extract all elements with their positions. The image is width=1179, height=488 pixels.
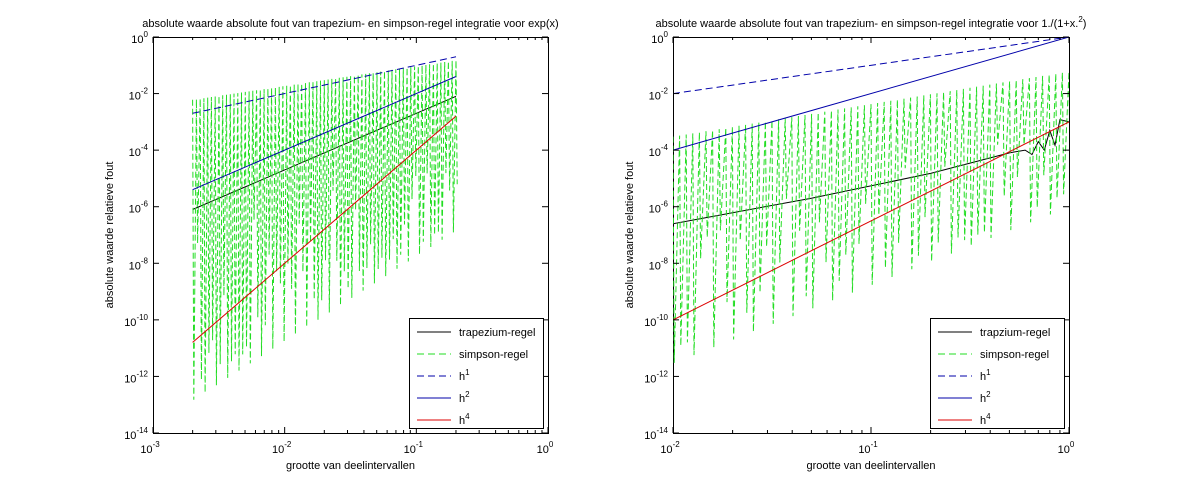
x-tick-label: 100 bbox=[1058, 440, 1075, 456]
x-tick-label: 10-1 bbox=[404, 440, 424, 456]
y-tick-label: 100 bbox=[131, 30, 148, 46]
y-tick-label: 10-8 bbox=[129, 256, 149, 272]
legend-box bbox=[930, 318, 1065, 429]
legend-label: h1 bbox=[980, 368, 991, 383]
y-tick-label: 10-12 bbox=[124, 369, 148, 385]
chart-title: absolute waarde absolute fout van trapez… bbox=[142, 18, 558, 30]
y-tick-label: 10-2 bbox=[649, 87, 669, 103]
plot-lines bbox=[673, 37, 1069, 363]
y-tick-label: 10-6 bbox=[129, 200, 149, 216]
y-tick-label: 10-8 bbox=[649, 256, 669, 272]
x-tick-label: 100 bbox=[537, 440, 554, 456]
y-tick-label: 10-14 bbox=[644, 426, 668, 442]
y-tick-label: 10-14 bbox=[124, 426, 148, 442]
legend-label: trapezium-regel bbox=[459, 327, 535, 339]
y-axis-label: absolute waarde relatieve fout bbox=[104, 162, 116, 309]
plot-lines bbox=[192, 56, 458, 400]
x-tick-label: 10-2 bbox=[660, 440, 680, 456]
legend-label: h4 bbox=[980, 412, 991, 427]
y-axis-label: absolute waarde relatieve fout bbox=[624, 162, 636, 309]
ticks bbox=[152, 36, 549, 434]
y-tick-label: 10-4 bbox=[649, 143, 669, 159]
x-axis-label: grootte van deelintervallen bbox=[286, 460, 415, 472]
y-tick-label: 10-6 bbox=[649, 200, 669, 216]
legend-label: simpson-regel bbox=[459, 349, 528, 361]
x-tick-label: 10-3 bbox=[140, 440, 160, 456]
series-h-1 bbox=[192, 56, 457, 114]
series-h-1 bbox=[673, 37, 1069, 95]
x-tick-label: 10-1 bbox=[858, 440, 878, 456]
series-simpson-regel bbox=[192, 60, 458, 400]
series-h-4 bbox=[192, 115, 457, 343]
y-tick-label: 10-10 bbox=[644, 313, 668, 329]
ticks bbox=[672, 36, 1070, 434]
legend-label: simpson-regel bbox=[980, 349, 1049, 361]
chart-title: absolute waarde absolute fout van trapez… bbox=[656, 15, 1087, 30]
x-tick-label: 10-2 bbox=[272, 440, 292, 456]
y-tick-label: 10-10 bbox=[124, 313, 148, 329]
legend: trapzium-regel simpson-regel h1 h2 h4 bbox=[930, 318, 1065, 429]
series-h-2 bbox=[673, 37, 1069, 151]
legend-box bbox=[409, 318, 544, 429]
chart-left: 10-3 10-2 10-1 100 10-14 10-12 10-10 10-8 10-6 10… bbox=[104, 18, 559, 472]
legend: trapezium-regel simpson-regel h1 h2 h4 bbox=[409, 318, 544, 429]
series-h-4 bbox=[673, 121, 1069, 321]
series-simpson-regel bbox=[673, 71, 1069, 363]
series-h-2 bbox=[192, 76, 457, 191]
y-tick-label: 10-2 bbox=[129, 87, 149, 103]
legend-label: h2 bbox=[980, 390, 991, 405]
chart-right: 10-2 10-1 100 10-14 10-12 10-10 10-8 10-6 10-4 10… bbox=[624, 15, 1086, 472]
legend-label: h4 bbox=[459, 412, 470, 427]
x-axis-label: grootte van deelintervallen bbox=[806, 460, 935, 472]
y-tick-label: 10-12 bbox=[644, 369, 668, 385]
y-tick-label: 10-4 bbox=[129, 143, 149, 159]
legend-label: trapzium-regel bbox=[980, 327, 1050, 339]
legend-label: h2 bbox=[459, 390, 470, 405]
legend-label: h1 bbox=[459, 368, 470, 383]
y-tick-label: 100 bbox=[651, 30, 668, 46]
